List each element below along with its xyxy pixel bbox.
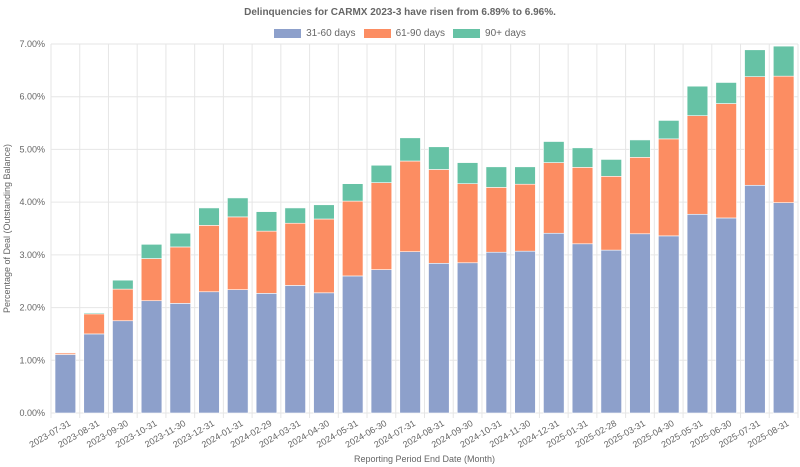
bar-segment [658,120,680,140]
bar-segment [198,225,220,293]
bar-segment [485,166,507,188]
bar-segment [313,292,335,414]
bar-segment [169,232,191,248]
bar-segment [140,258,163,302]
y-tick-label: 0.00% [19,408,45,418]
bar-segment [686,213,709,414]
bar-segment [715,217,737,414]
bar-segment [370,182,393,270]
bar-segment [600,249,622,414]
bar-segment [543,232,565,414]
y-tick-label: 7.00% [19,39,45,49]
bar-segment [485,187,507,253]
bar-segment [227,216,249,290]
bar-segment [83,333,105,414]
bar-segment [140,244,163,259]
bar-segment [284,285,306,414]
bar-segment [342,200,364,277]
bar-segment [514,183,536,252]
legend-item[interactable]: 31-60 days [274,28,356,39]
bar-segment [112,320,134,414]
bar-segment [54,354,77,414]
bar-segment [514,166,536,185]
legend: 31-60 days 61-90 days 90+ days [0,28,800,39]
bar-segment [255,230,278,294]
bar-segment [399,251,421,414]
bar-segment [715,82,737,104]
bar-segment [227,289,249,414]
bar-segment [284,207,306,224]
legend-label: 90+ days [485,28,526,39]
bar-segment [83,313,105,335]
legend-swatch [453,29,481,38]
bar-segment [169,303,191,414]
bar-segment [83,312,105,315]
y-tick-label: 6.00% [19,92,45,102]
legend-item[interactable]: 90+ days [453,28,526,39]
legend-swatch [363,29,391,38]
y-tick-label: 4.00% [19,197,45,207]
bar-segment [313,204,335,220]
bar-segment [600,159,622,177]
bar-segment [514,250,536,414]
bar-segment [255,211,278,232]
bar-segment [284,222,306,286]
bar-segment [342,275,364,414]
bar-segment [571,167,594,245]
bar-segment [313,218,335,294]
bar-segment [428,146,450,170]
bar-segment [543,162,565,234]
bar-segment [198,291,220,414]
legend-label: 31-60 days [306,28,356,39]
bar-segment [744,184,766,414]
bar-segment [658,138,680,237]
bar-segment [370,269,393,414]
bar-segment [456,183,479,264]
y-tick-label: 2.00% [19,303,45,313]
bar-segment [715,103,737,219]
bar-segment [255,293,278,414]
bar-segment [772,75,795,203]
bar-segment [543,141,565,163]
y-tick-label: 1.00% [19,355,45,365]
bar-segment [399,137,421,162]
bar-segment [686,115,709,215]
legend-item[interactable]: 61-90 days [363,28,446,39]
bar-segment [629,157,651,235]
bar-segment [428,262,450,414]
bar-segment [485,251,507,414]
bar-segment [456,262,479,414]
bar-segment [169,246,191,304]
bar-segment [629,139,651,158]
legend-label: 61-90 days [395,28,446,39]
bar-segment [658,235,680,414]
bar-segment [112,279,134,290]
bar-segment [54,352,77,354]
bar-segment [140,300,163,414]
bar-segment [399,160,421,252]
bar-segment [112,288,134,322]
chart-title: Delinquencies for CARMX 2023-3 have rise… [244,7,556,18]
bar-segment [571,147,594,168]
x-axis-label: Reporting Period End Date (Month) [354,454,495,464]
bar-segment [772,202,795,414]
bar-segment [744,49,766,77]
bar-segment [571,243,594,414]
bar-segment [456,162,479,184]
legend-swatch [274,29,302,38]
y-tick-label: 5.00% [19,144,45,154]
y-tick-label: 3.00% [19,250,45,260]
bar-segment [342,183,364,202]
bar-segment [428,169,450,264]
bar-segment [370,164,393,183]
bar-segment [686,85,709,116]
bar-segment [772,45,795,77]
bar-segment [629,233,651,414]
bar-segment [227,197,249,218]
bar-segment [198,207,220,226]
bar-segment [744,76,766,186]
y-axis-label: Percentage of Deal (Outstanding Balance) [2,144,12,313]
bar-segment [600,176,622,251]
